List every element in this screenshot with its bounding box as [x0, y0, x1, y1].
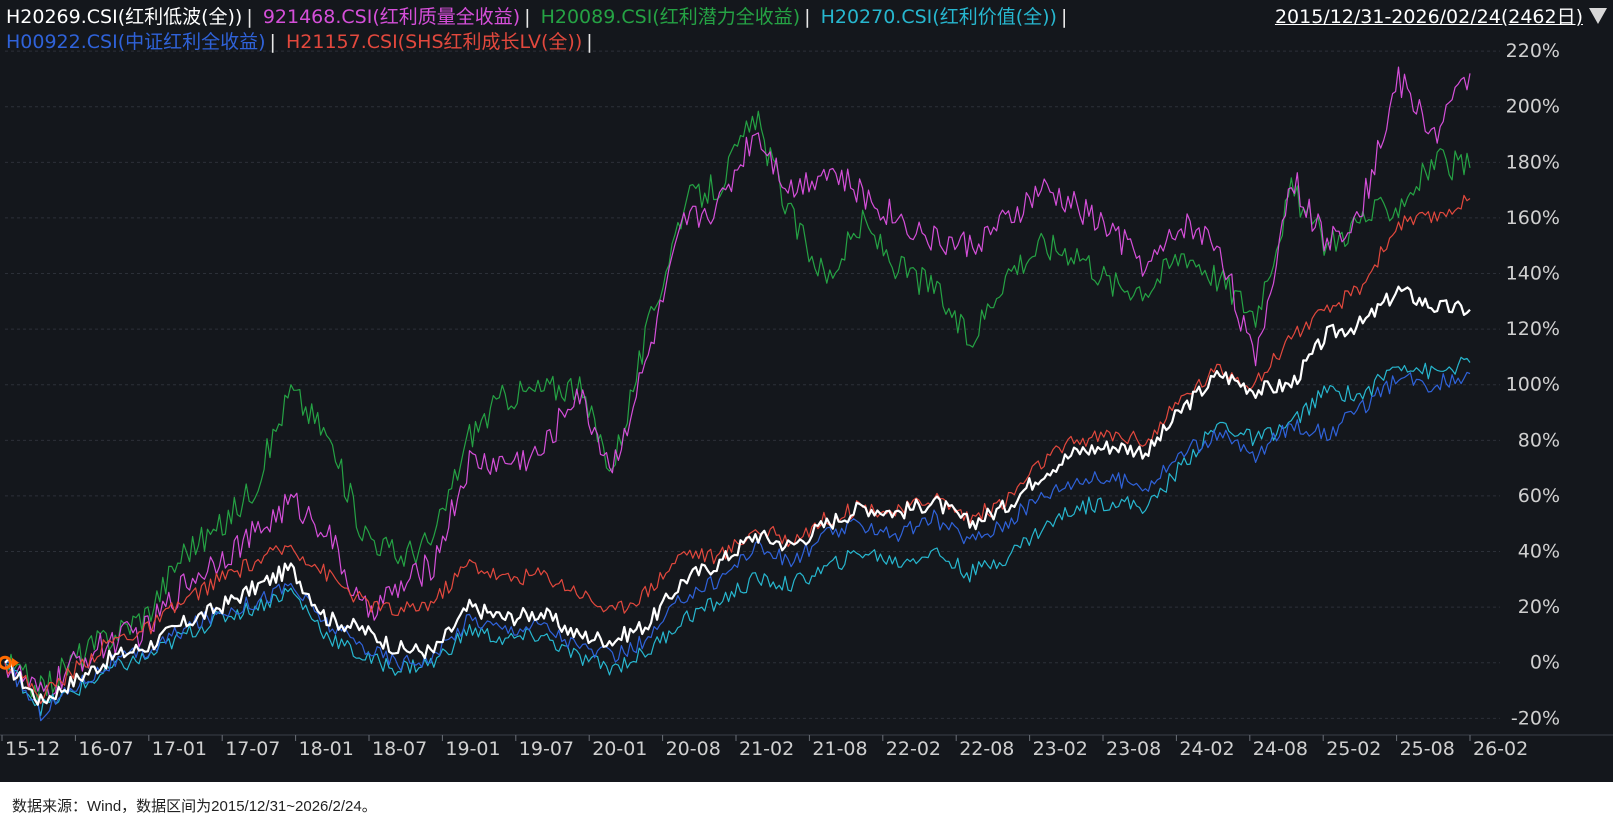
y-tick-label: 160% — [1506, 207, 1560, 229]
y-tick-label: 220% — [1506, 40, 1560, 62]
x-tick-label: 19-01 — [445, 738, 500, 760]
y-tick-label: 200% — [1506, 96, 1560, 118]
legend-item-h00922[interactable]: H00922.CSI(中证红利全收益) | — [6, 31, 276, 53]
x-tick-label: 22-08 — [959, 738, 1014, 760]
x-tick-label: 21-02 — [739, 738, 794, 760]
date-range-selector[interactable]: 2015/12/31-2026/02/24(2462日) — [1274, 6, 1583, 28]
y-tick-label: -20% — [1511, 707, 1560, 729]
legend: H20269.CSI(红利低波(全)) | 921468.CSI(红利质量全收益)… — [6, 5, 1246, 55]
x-tick-label: 23-02 — [1033, 738, 1088, 760]
y-tick-label: 140% — [1506, 263, 1560, 285]
x-tick-label: 18-01 — [299, 738, 354, 760]
y-tick-label: 180% — [1506, 151, 1560, 173]
legend-label: H20270.CSI(红利价值(全)) — [820, 6, 1057, 28]
x-tick-label: 16-07 — [78, 738, 133, 760]
x-tick-label: 15-12 — [5, 738, 60, 760]
x-tick-label: 17-07 — [225, 738, 280, 760]
legend-item-h21157[interactable]: H21157.CSI(SHS红利成长LV(全)) | — [285, 31, 593, 53]
chevron-down-icon[interactable] — [1589, 8, 1607, 24]
legend-label: H21157.CSI(SHS红利成长LV(全)) — [285, 31, 583, 53]
series-line-4 — [4, 371, 1471, 722]
y-tick-label: 120% — [1506, 318, 1560, 340]
legend-label: H20089.CSI(红利潜力全收益) — [540, 6, 801, 28]
series-line-3 — [4, 356, 1471, 717]
x-tick-label: 22-02 — [886, 738, 941, 760]
source-note: 数据来源：Wind，数据区间为2015/12/31~2026/2/24。 — [12, 798, 377, 815]
x-tick-label: 19-07 — [519, 738, 574, 760]
line-chart: -20% 0% 20% 40% 60% 80% 100% 120% 140% 160% 180% 20… — [0, 40, 1613, 760]
x-tick-label: 17-01 — [152, 738, 207, 760]
legend-item-h20089[interactable]: H20089.CSI(红利潜力全收益) | — [540, 6, 811, 28]
y-tick-label: 40% — [1518, 541, 1560, 563]
y-tick-label: 20% — [1518, 596, 1560, 618]
series-line-0 — [4, 285, 1471, 706]
y-tick-label: 80% — [1518, 429, 1560, 451]
x-tick-label: 20-08 — [666, 738, 721, 760]
x-tick-label: 23-08 — [1106, 738, 1161, 760]
x-tick-label: 18-07 — [372, 738, 427, 760]
legend-item-h20270[interactable]: H20270.CSI(红利价值(全)) | — [820, 6, 1068, 28]
x-tick-label: 25-02 — [1326, 738, 1381, 760]
x-tick-label: 25-08 — [1400, 738, 1455, 760]
legend-item-921468[interactable]: 921468.CSI(红利质量全收益) | — [262, 6, 531, 28]
x-tick-label: 21-08 — [812, 738, 867, 760]
legend-label: 921468.CSI(红利质量全收益) — [262, 6, 521, 28]
series-line-1 — [4, 66, 1471, 699]
legend-label: H00922.CSI(中证红利全收益) — [6, 31, 266, 53]
x-tick-label: 24-08 — [1253, 738, 1308, 760]
y-tick-label: 0% — [1530, 652, 1560, 674]
x-tick-label: 20-01 — [592, 738, 647, 760]
series-line-2 — [4, 110, 1471, 704]
y-tick-label: 100% — [1506, 374, 1560, 396]
start-marker-arrow — [12, 657, 19, 668]
x-tick-label: 26-02 — [1473, 738, 1528, 760]
y-tick-label: 60% — [1518, 485, 1560, 507]
start-marker — [0, 655, 12, 670]
legend-label: H20269.CSI(红利低波(全)) — [6, 6, 243, 28]
chart-panel: -20% 0% 20% 40% 60% 80% 100% 120% 140% 160% 180% 20… — [0, 0, 1613, 782]
x-tick-label: 24-02 — [1179, 738, 1234, 760]
legend-item-h20269[interactable]: H20269.CSI(红利低波(全)) | — [6, 6, 253, 28]
series-line-5 — [4, 194, 1471, 705]
